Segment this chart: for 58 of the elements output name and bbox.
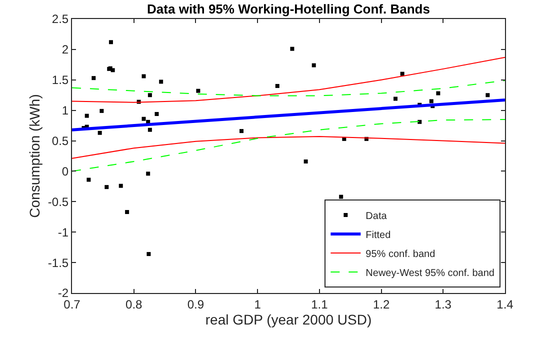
point <box>98 130 102 135</box>
point <box>86 178 91 182</box>
y-tick-label: 1.5 <box>52 73 69 88</box>
x-tick-label: 1 <box>254 297 262 312</box>
y-tick-label: 0 <box>62 164 69 178</box>
line-series <box>72 56 505 103</box>
x-axis-title: real GDP (year 2000 USD) <box>205 312 372 328</box>
point <box>400 72 404 76</box>
point <box>92 76 96 80</box>
x-tick-label: 1.1 <box>311 297 328 312</box>
legend-label: 95% conf. band <box>366 248 436 260</box>
point <box>486 93 490 98</box>
y-tick-label: 2.5 <box>52 12 69 26</box>
line-series <box>72 136 505 159</box>
point <box>429 99 434 104</box>
point <box>84 114 89 118</box>
x-tick-label: 0.9 <box>187 297 204 312</box>
y-tick-label: -1 <box>58 225 69 240</box>
point <box>304 159 308 164</box>
point <box>104 185 109 190</box>
point <box>125 210 130 214</box>
y-tick-label: 1 <box>62 104 69 118</box>
point <box>118 184 123 188</box>
point <box>108 40 113 44</box>
point <box>290 46 294 51</box>
y-tick-label: -0.5 <box>48 194 69 209</box>
point <box>110 68 115 72</box>
legend-label: Newey-West 95% conf. band <box>366 268 494 279</box>
y-axis-title: Consumption (kWh) <box>26 94 43 218</box>
point <box>275 84 280 88</box>
point <box>418 120 422 124</box>
legend-label: Fitted <box>366 230 391 241</box>
point <box>142 116 146 121</box>
x-tick-label: 0.8 <box>126 297 143 312</box>
y-tick-label: -1.5 <box>48 256 69 270</box>
line-series <box>72 118 505 172</box>
y-tick-label: 0.5 <box>52 134 69 148</box>
point <box>436 91 440 96</box>
point <box>196 88 200 93</box>
point <box>146 172 150 176</box>
x-tick-label: 1.4 <box>496 297 514 312</box>
point <box>339 194 344 199</box>
point <box>239 129 244 134</box>
point <box>100 108 104 113</box>
point <box>146 252 151 256</box>
legend-label: Data <box>366 210 388 222</box>
point <box>312 63 316 68</box>
chart-title: Data with 95% Working-Hotelling Conf. Bands <box>147 2 430 17</box>
x-tick-label: 1.2 <box>372 297 390 312</box>
point <box>394 96 398 101</box>
point <box>159 80 164 84</box>
point <box>154 112 159 116</box>
y-tick-label: 2 <box>62 42 69 57</box>
line-series <box>72 80 505 96</box>
point <box>148 128 152 132</box>
x-tick-label: 1.3 <box>434 297 452 312</box>
point <box>142 74 146 78</box>
point <box>148 93 152 98</box>
